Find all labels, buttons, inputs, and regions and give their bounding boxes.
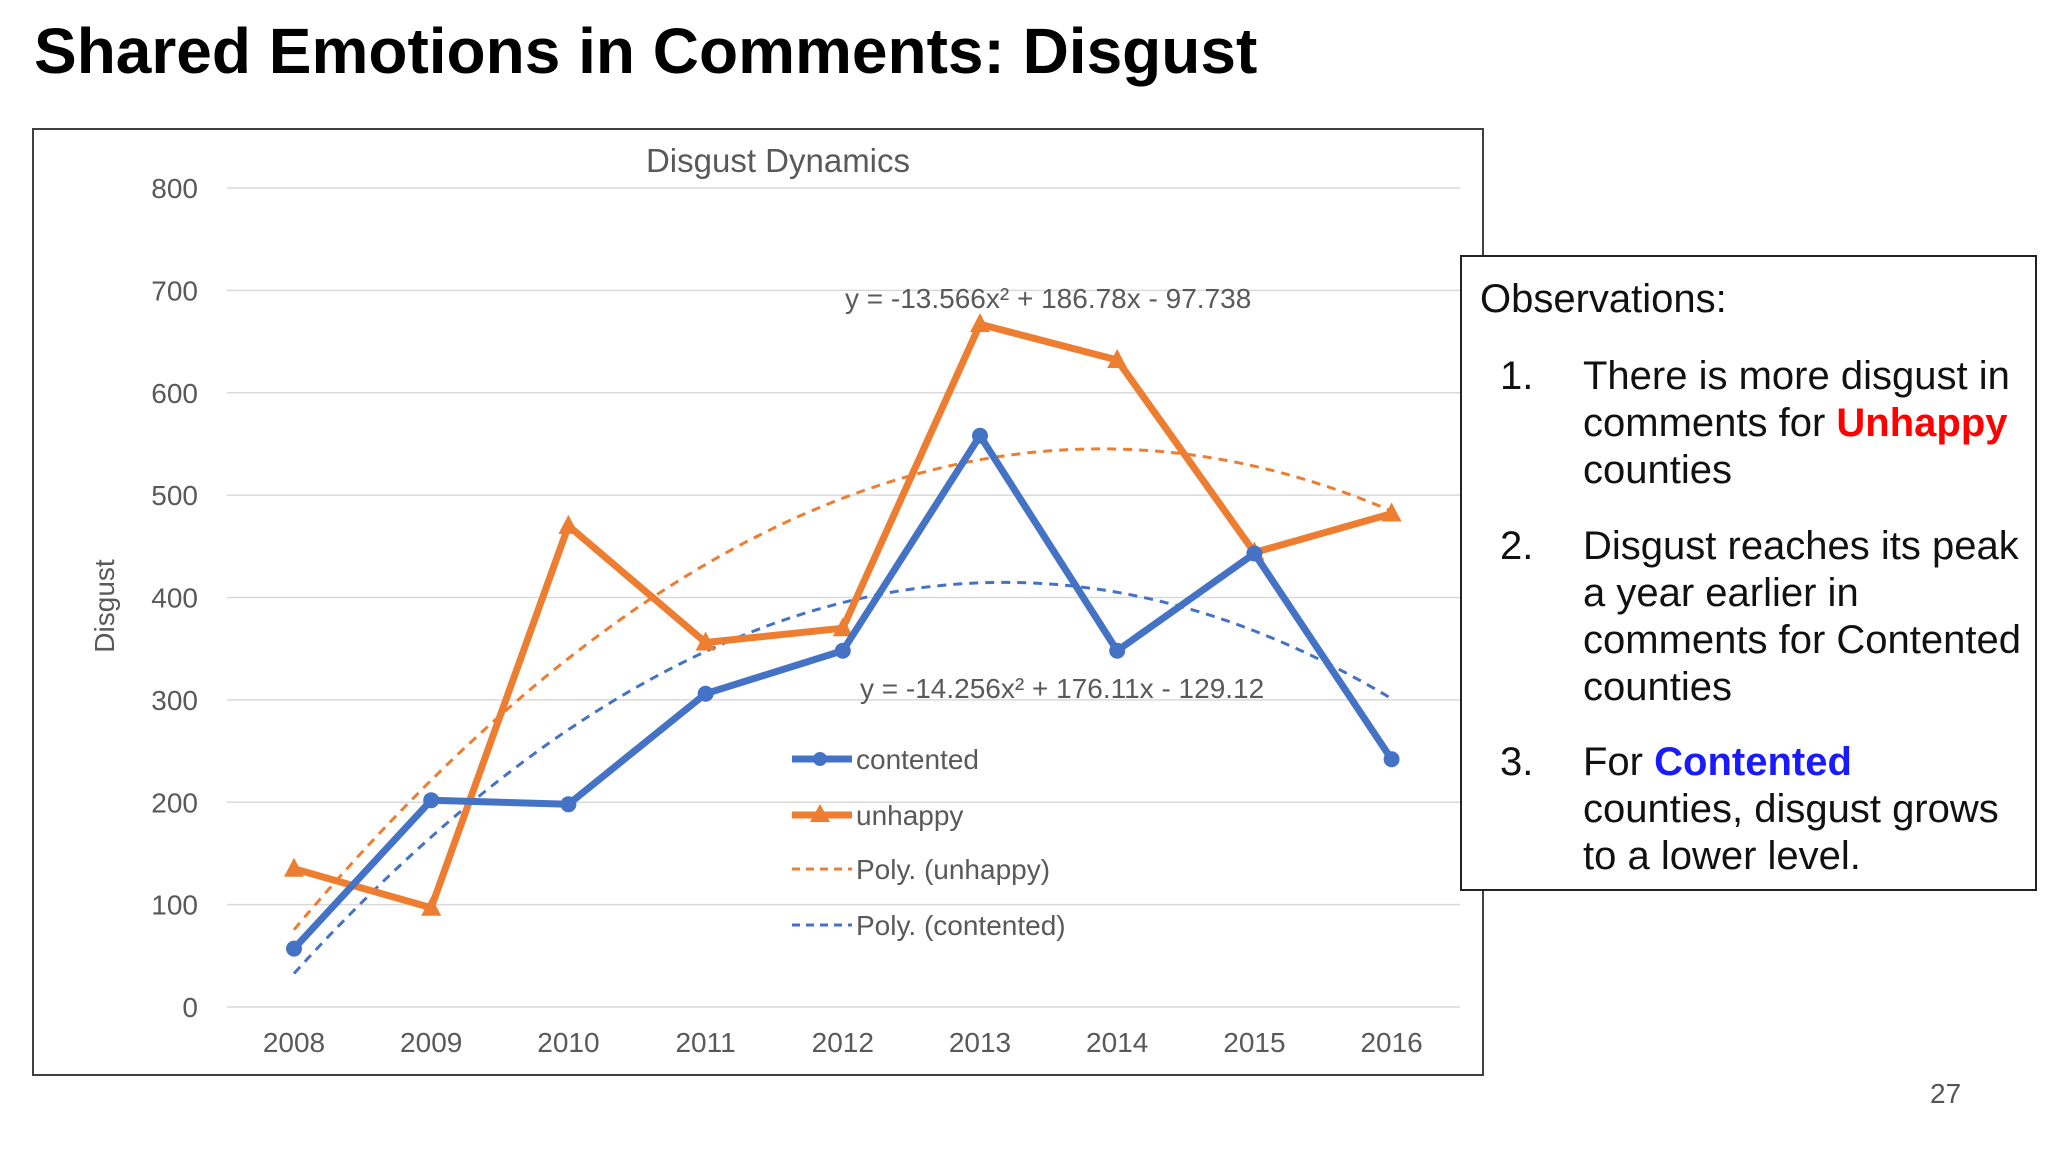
data-point-contented	[1383, 751, 1400, 768]
data-point-contented	[560, 796, 577, 813]
observation-text: There is more disgust in comments for Un…	[1583, 354, 2010, 492]
y-tick-label: 700	[151, 275, 198, 306]
trendline-polyunhappy	[292, 447, 1393, 931]
legend-label-contented: contented	[856, 744, 979, 775]
x-tick-label: 2014	[1086, 1027, 1148, 1058]
y-tick-label: 0	[182, 992, 198, 1023]
observations-heading: Observations:	[1480, 277, 1727, 321]
y-tick-label: 100	[151, 890, 198, 921]
observation-text: For Contented counties, disgust grows to…	[1583, 740, 1999, 878]
legend-item-contented: contented	[792, 744, 979, 775]
trendline-equation-contented: y = -14.256x² + 176.11x - 129.12	[860, 673, 1264, 704]
data-point-contented	[1109, 642, 1126, 659]
legend-label-poly-unhappy: Poly. (unhappy)	[856, 854, 1050, 885]
legend-label-unhappy: unhappy	[856, 800, 963, 831]
trendlines	[292, 447, 1393, 975]
data-point-unhappy	[970, 313, 990, 333]
data-point-contented	[286, 940, 302, 957]
data-point-contented	[1246, 545, 1263, 562]
observation-number: 1.	[1500, 354, 1534, 398]
series-line-unhappy	[293, 320, 1393, 912]
x-tick-label: 2015	[1223, 1027, 1285, 1058]
trendline-equation-unhappy: y = -13.566x² + 186.78x - 97.738	[845, 283, 1251, 314]
legend-label-poly-contented: Poly. (contented)	[856, 910, 1066, 941]
observation-text: Disgust reaches its peak a year earlier …	[1583, 524, 2021, 709]
y-tick-labels: 0 100 200 300 400 500 600 700 800	[151, 173, 198, 1023]
page-number: 27	[1930, 1078, 1962, 1109]
observation-number: 3.	[1500, 740, 1534, 784]
slide-title: Shared Emotions in Comments: Disgust	[34, 15, 1258, 87]
data-point-unhappy	[284, 857, 304, 877]
y-tick-label: 400	[151, 583, 198, 614]
chart-title: Disgust Dynamics	[646, 142, 910, 179]
legend-item-poly-contented: Poly. (contented)	[792, 910, 1066, 941]
data-point-unhappy	[421, 896, 442, 916]
y-axis-label: Disgust	[89, 559, 120, 653]
x-tick-label: 2011	[675, 1027, 735, 1058]
chart-legend: contented unhappy Poly. (unhappy) Poly. …	[792, 744, 1066, 941]
grid-lines	[227, 187, 1460, 1008]
data-point-unhappy	[695, 631, 716, 651]
data-point-contented	[834, 642, 851, 659]
highlight-unhappy: Unhappy	[1836, 401, 2008, 445]
chart-frame	[32, 128, 1484, 1076]
x-tick-label: 2013	[949, 1027, 1011, 1058]
x-tick-label: 2010	[537, 1027, 599, 1058]
y-tick-label: 500	[151, 480, 198, 511]
observations-panel: Observations: 1. There is more disgust i…	[1460, 255, 2037, 891]
data-point-unhappy	[558, 514, 579, 534]
data-point-contented	[697, 685, 714, 702]
data-point-contented	[972, 427, 988, 444]
trendline-polycontented	[292, 580, 1393, 975]
x-tick-label: 2009	[400, 1027, 462, 1058]
x-tick-labels: 2008 2009 2010 2011 2012 2013 2014 2015 2016	[263, 1027, 1423, 1058]
y-tick-label: 800	[151, 173, 198, 204]
highlight-contented: Contented	[1654, 740, 1852, 784]
x-tick-label: 2012	[812, 1027, 874, 1058]
y-tick-label: 300	[151, 685, 198, 716]
data-point-unhappy	[1107, 348, 1128, 368]
observation-number: 2.	[1500, 524, 1534, 568]
data-point-contented	[423, 792, 440, 809]
data-point-unhappy	[832, 617, 853, 637]
legend-item-unhappy: unhappy	[792, 800, 963, 831]
x-tick-label: 2016	[1360, 1027, 1422, 1058]
legend-item-poly-unhappy: Poly. (unhappy)	[792, 854, 1050, 885]
x-tick-label: 2008	[263, 1027, 325, 1058]
y-tick-label: 600	[151, 378, 198, 409]
series-lines	[284, 313, 1402, 957]
data-point-unhappy	[1381, 502, 1402, 522]
y-tick-label: 200	[151, 787, 198, 818]
